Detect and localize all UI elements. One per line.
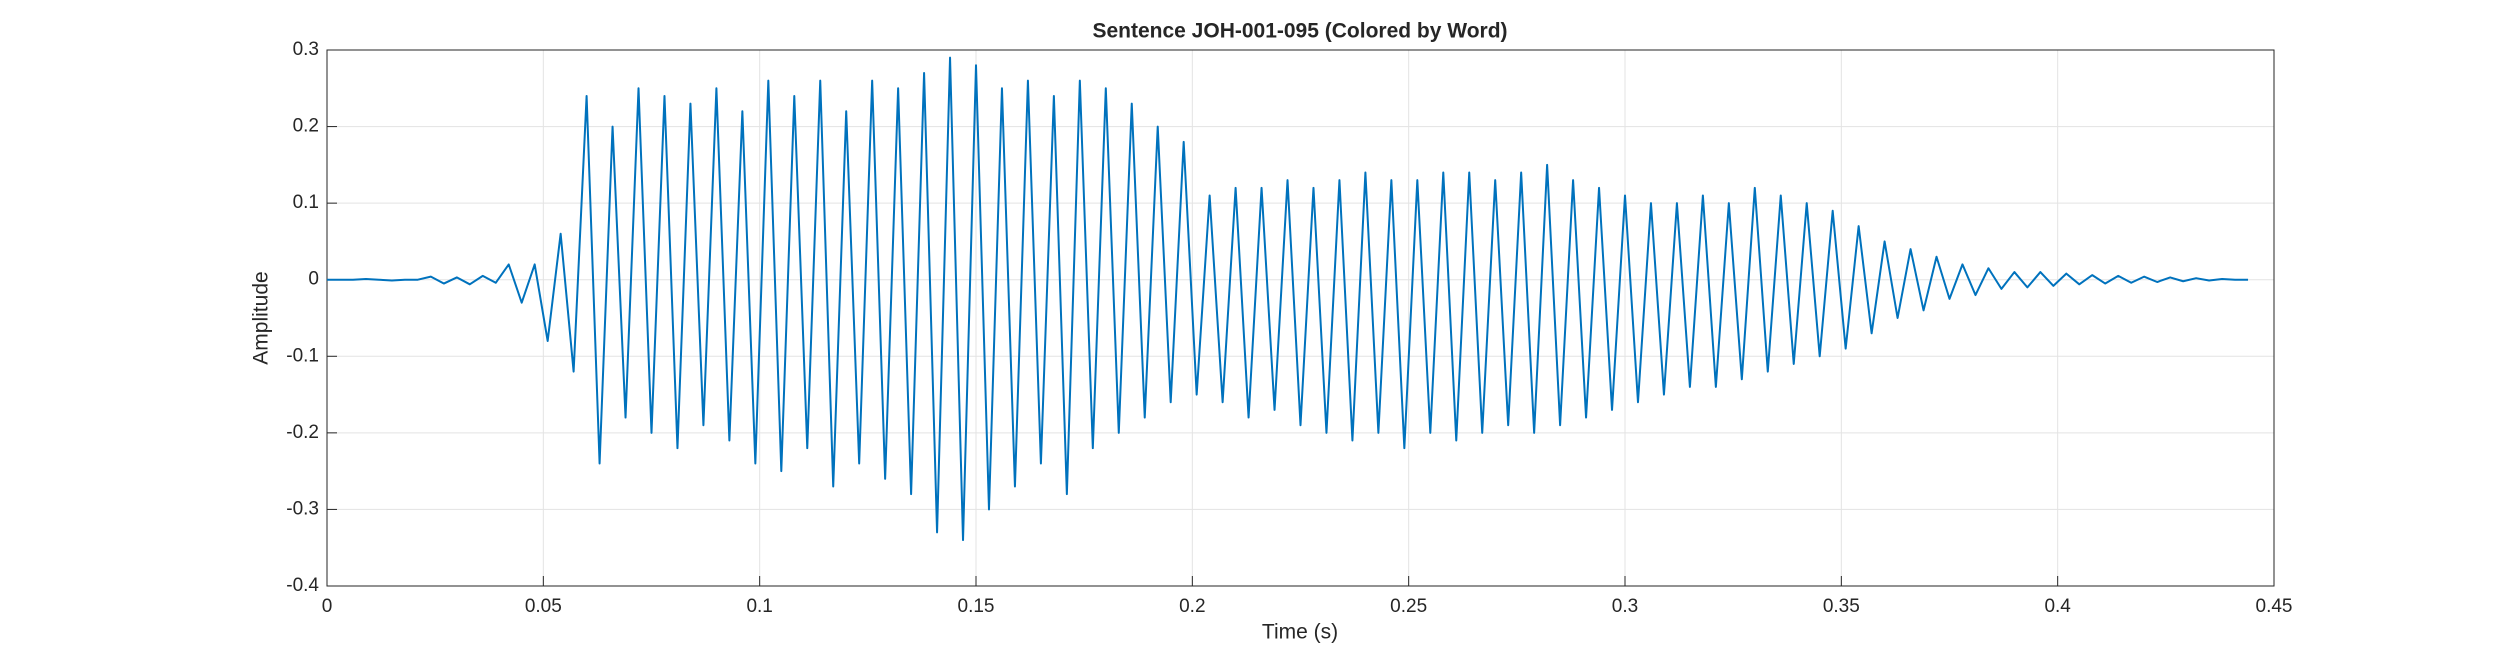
x-tick-label: 0.45 xyxy=(2256,596,2293,617)
y-axis-label: Amplitude xyxy=(250,271,273,364)
x-tick-label: 0.35 xyxy=(1823,596,1860,617)
y-tick-label: -0.2 xyxy=(286,422,319,443)
x-tick-label: 0.15 xyxy=(958,596,995,617)
x-tick-label: 0.3 xyxy=(1612,596,1638,617)
x-tick-label: 0.4 xyxy=(2044,596,2071,617)
x-tick-label: 0.2 xyxy=(1179,596,1205,617)
y-tick-label: 0.3 xyxy=(293,39,319,60)
y-tick-label: 0.2 xyxy=(293,116,319,137)
y-tick-label: -0.1 xyxy=(286,345,319,366)
chart-title: Sentence JOH-001-095 (Colored by Word) xyxy=(1092,20,1507,43)
y-tick-label: -0.4 xyxy=(286,575,319,596)
y-tick-label: 0 xyxy=(308,269,319,290)
waveform-line xyxy=(327,56,2249,542)
y-tick-label: -0.3 xyxy=(286,498,319,519)
x-tick-label: 0.1 xyxy=(746,596,772,617)
y-tick-label: 0.1 xyxy=(293,192,319,213)
x-tick-label: 0.05 xyxy=(525,596,562,617)
x-axis-label: Time (s) xyxy=(1262,621,1338,644)
x-tick-label: 0.25 xyxy=(1390,596,1427,617)
axes-box xyxy=(326,49,2275,587)
x-tick-label: 0 xyxy=(322,596,333,617)
